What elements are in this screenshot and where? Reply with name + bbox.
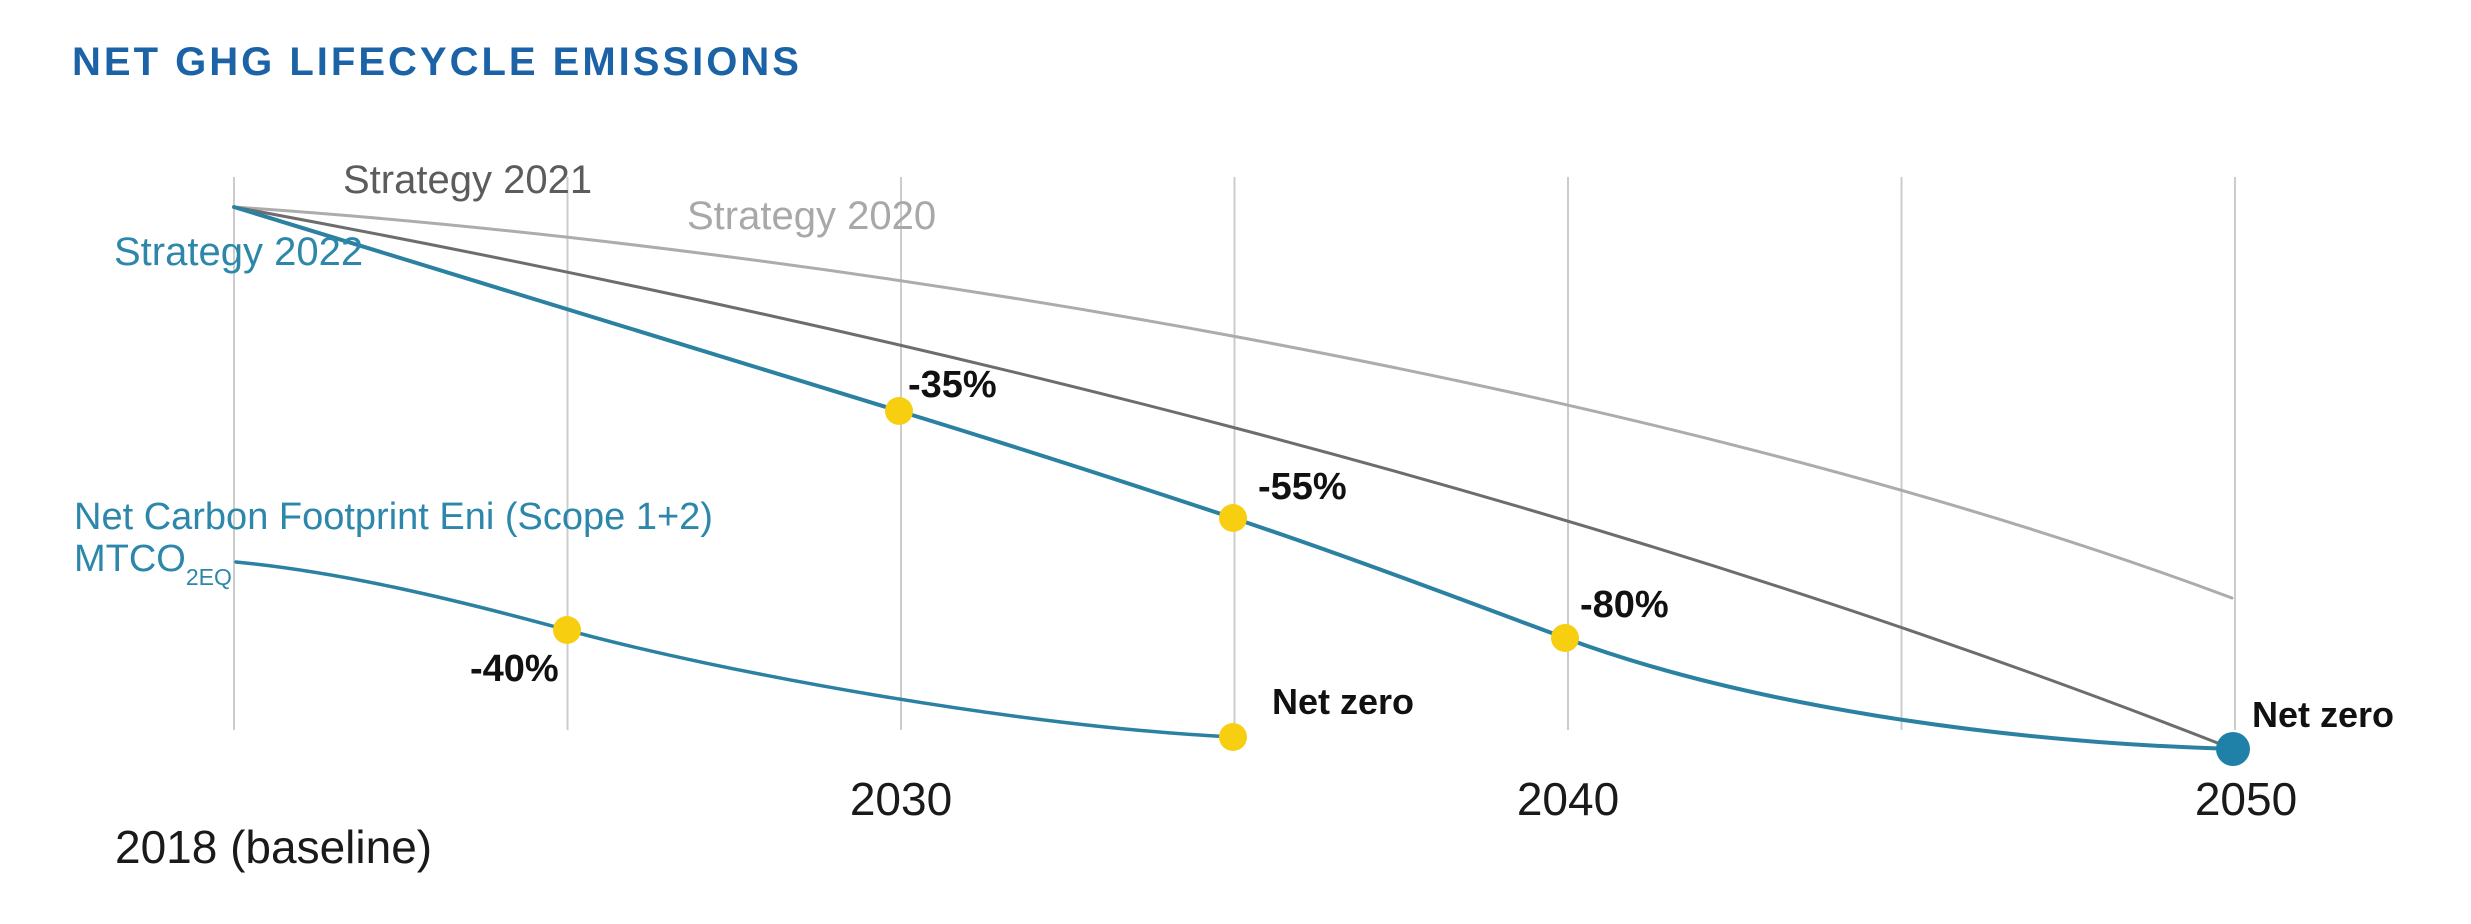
- marker-2035-net-zero: [1219, 723, 1247, 751]
- chart-title: NET GHG LIFECYCLE EMISSIONS: [72, 40, 802, 84]
- x-tick-2050: 2050: [2194, 773, 2298, 825]
- marker-2040-minus80: [1551, 624, 1579, 652]
- annotation-minus55: -55%: [1258, 466, 1347, 508]
- x-tick-2040: 2040: [1516, 773, 1620, 825]
- curve-strategy-2021: [232, 205, 2235, 751]
- annotation-minus35: -35%: [908, 364, 997, 406]
- series-label-strategy-2021: Strategy 2021: [343, 158, 593, 202]
- annotation-net-zero-2050: Net zero: [2252, 694, 2395, 735]
- mtco-text: MTCO: [74, 538, 186, 580]
- curve-strategy-2020: [232, 205, 2234, 600]
- x-baseline-label: 2018 (baseline): [115, 821, 433, 873]
- annotation-minus40: -40%: [470, 648, 559, 690]
- marker-2030-minus35: [885, 397, 913, 425]
- series-label-net-carbon-footprint: Net Carbon Footprint Eni (Scope 1+2): [74, 496, 713, 538]
- gridlines: [233, 177, 2236, 730]
- series-label-strategy-2020: Strategy 2020: [687, 194, 937, 238]
- marker-2025-minus40: [553, 616, 581, 644]
- mtco-subscript: 2EQ: [185, 564, 232, 590]
- marker-2050-net-zero: [2216, 732, 2250, 766]
- x-tick-2030: 2030: [849, 773, 953, 825]
- curve-net-carbon-footprint: [234, 560, 1235, 739]
- marker-2035-minus55: [1219, 504, 1247, 532]
- series-label-mtco2eq: MTCO2EQ: [74, 540, 232, 589]
- annotation-minus80: -80%: [1580, 584, 1669, 626]
- annotation-net-zero-2035: Net zero: [1272, 681, 1415, 722]
- series-label-strategy-2022: Strategy 2022: [114, 230, 364, 274]
